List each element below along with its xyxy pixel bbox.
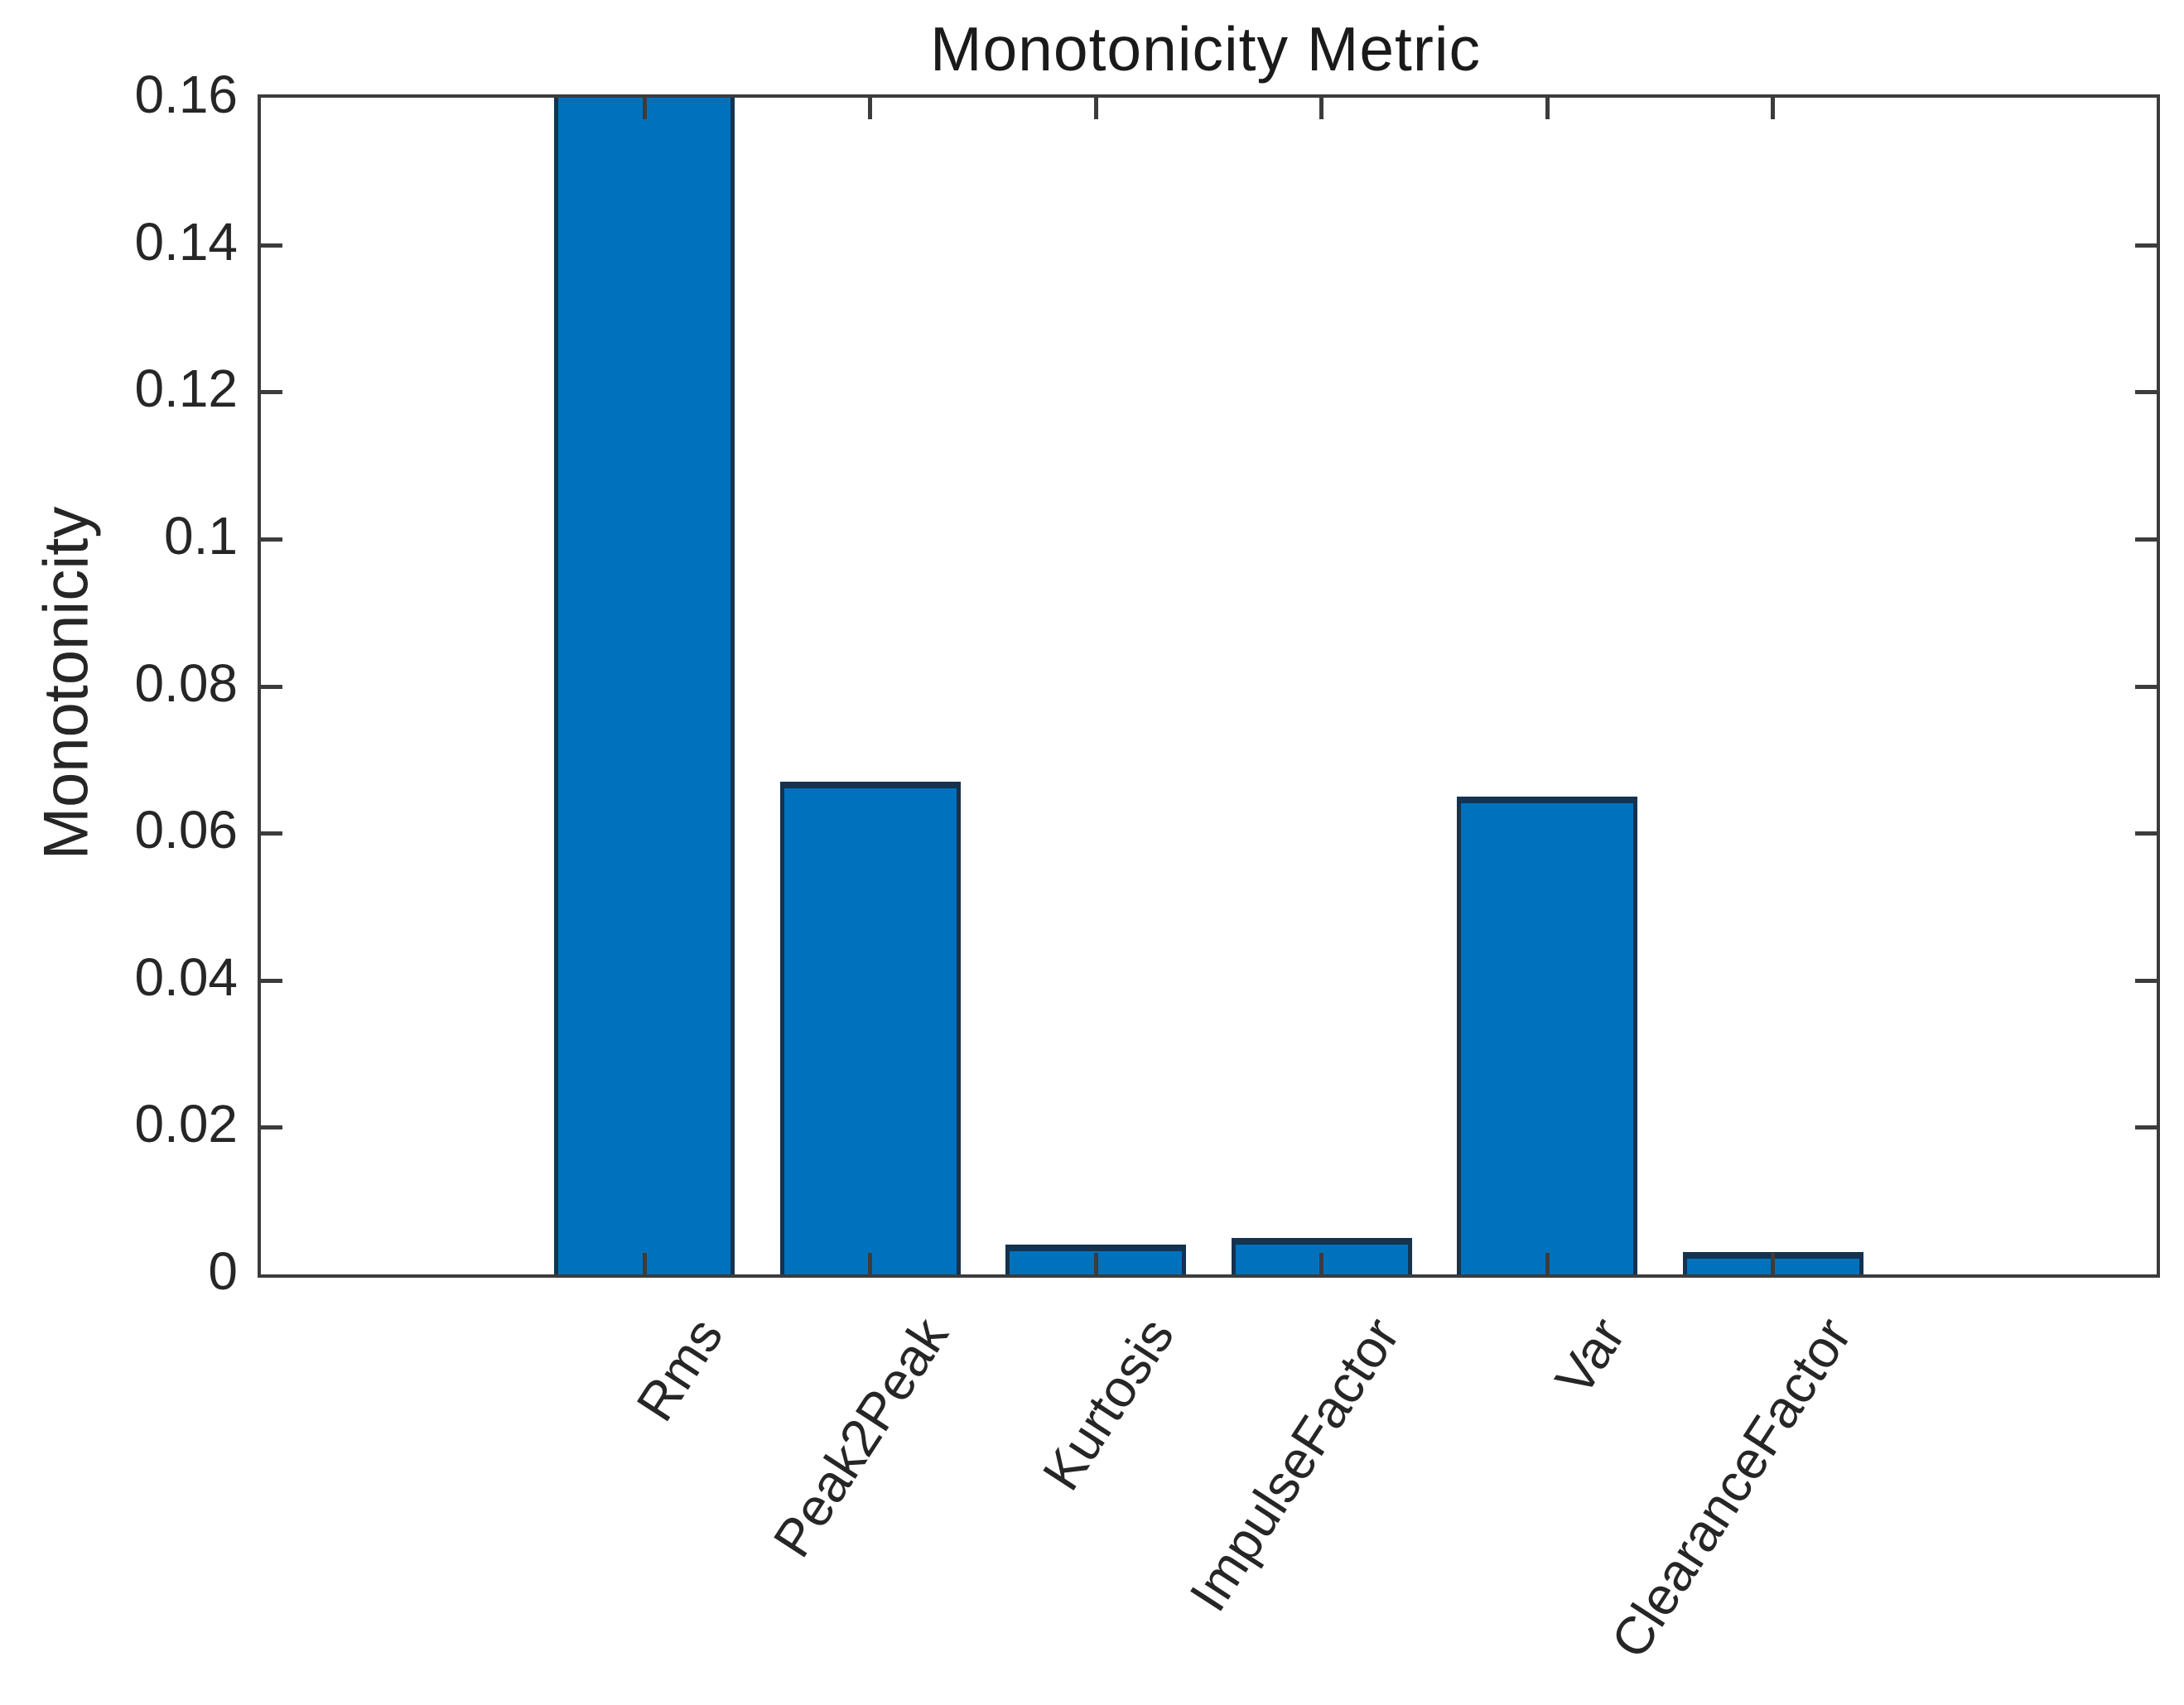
bar-peak2peak [780,782,961,1274]
y-tick-label-0.16: 0.16 [134,65,238,124]
x-tick-bottom [1094,1253,1098,1274]
x-tick-top [1094,98,1098,119]
x-tick-bottom [1545,1253,1550,1274]
x-tick-bottom [868,1253,872,1274]
y-tick-left [261,537,282,542]
y-tick-label-0.02: 0.02 [134,1094,238,1154]
x-tick-top [868,98,872,119]
x-tick-top [1771,98,1775,119]
plot-area [258,94,2160,1278]
y-tick-right [2135,243,2157,248]
x-tick-label-kurtosis: Kurtosis [1030,1307,1186,1500]
y-tick-left [261,1125,282,1129]
x-tick-top [1319,98,1323,119]
y-tick-right [2135,390,2157,394]
x-tick-bottom [1771,1253,1775,1274]
y-tick-label-0: 0 [208,1241,238,1301]
y-tick-label-0.12: 0.12 [134,359,238,418]
x-tick-label-var: Var [1544,1307,1637,1406]
bar-rms [554,98,735,1274]
y-tick-right [2135,685,2157,689]
y-tick-right [2135,537,2157,542]
y-tick-left [261,979,282,983]
y-tick-left [261,390,282,394]
x-tick-top [1545,98,1550,119]
y-tick-left [261,685,282,689]
x-tick-label-peak2peak: Peak2Peak [762,1307,960,1568]
y-tick-right [2135,979,2157,983]
bar-var [1457,797,1637,1274]
x-tick-bottom [643,1253,647,1274]
y-tick-label-0.14: 0.14 [134,212,238,272]
y-tick-label-0.08: 0.08 [134,653,238,713]
y-tick-right [2135,831,2157,836]
x-tick-bottom [1319,1253,1323,1274]
y-tick-left [261,243,282,248]
x-tick-top [643,98,647,119]
y-tick-label-0.04: 0.04 [134,947,238,1007]
x-tick-label-rms: Rms [624,1307,735,1432]
y-tick-label-0.06: 0.06 [134,800,238,860]
x-tick-label-clearancefactor: ClearanceFactor [1598,1307,1863,1669]
y-tick-right [2135,1125,2157,1129]
chart-title: Monotonicity Metric [929,14,1482,84]
x-tick-label-impulsefactor: ImpulseFactor [1178,1307,1411,1622]
y-tick-label-0.1: 0.1 [164,506,238,566]
y-tick-left [261,831,282,836]
